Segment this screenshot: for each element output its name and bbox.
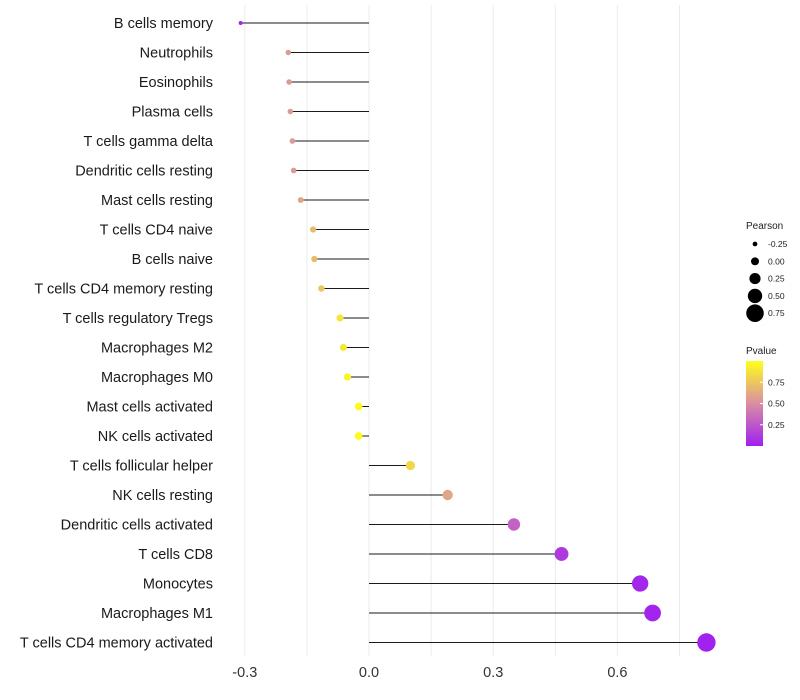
category-label: T cells gamma delta bbox=[84, 134, 214, 150]
size-legend-label: 0.00 bbox=[768, 256, 785, 266]
category-label: Mast cells resting bbox=[101, 193, 213, 209]
category-label: Macrophages M0 bbox=[101, 370, 213, 386]
x-tick-label: 0.0 bbox=[359, 665, 379, 681]
category-label: Plasma cells bbox=[132, 105, 213, 121]
data-point bbox=[554, 547, 569, 561]
dots bbox=[238, 21, 716, 652]
data-point bbox=[286, 79, 292, 85]
size-legend: Pearson -0.25 0.00 0.25 0.50 0.75 bbox=[746, 221, 788, 322]
size-legend-key bbox=[747, 288, 763, 304]
color-legend-label: 0.25 bbox=[768, 420, 785, 430]
data-point bbox=[354, 402, 363, 411]
category-label: T cells CD4 memory activated bbox=[20, 636, 213, 652]
size-legend-label: 0.25 bbox=[768, 274, 785, 284]
color-bar bbox=[746, 361, 763, 446]
x-axis-ticks: -0.3 0.0 0.3 0.6 bbox=[232, 665, 627, 681]
category-label: T cells CD8 bbox=[138, 547, 213, 563]
data-point bbox=[309, 226, 317, 233]
data-point bbox=[238, 21, 243, 25]
data-point bbox=[697, 633, 716, 652]
data-point bbox=[442, 489, 453, 501]
data-point bbox=[354, 432, 363, 440]
x-tick-label: -0.3 bbox=[232, 665, 257, 681]
category-label: Mast cells activated bbox=[86, 400, 213, 416]
data-point bbox=[297, 197, 304, 203]
category-labels: B cells memory Neutrophils Eosinophils Plas… bbox=[20, 16, 214, 652]
color-legend-title: Pvalue bbox=[746, 346, 777, 357]
data-point bbox=[507, 518, 521, 531]
size-legend-key bbox=[752, 241, 758, 247]
category-label: T cells CD4 naive bbox=[100, 223, 213, 239]
size-legend-label: -0.25 bbox=[768, 239, 788, 249]
category-label: NK cells resting bbox=[112, 488, 213, 504]
size-legend-key bbox=[746, 304, 764, 322]
size-legend-key bbox=[749, 273, 761, 285]
x-tick-label: 0.3 bbox=[483, 665, 503, 681]
color-legend: Pvalue 0.75 0.50 0.25 bbox=[746, 346, 785, 446]
data-point bbox=[290, 167, 297, 174]
category-label: T cells CD4 memory resting bbox=[34, 282, 213, 298]
x-tick-label: 0.6 bbox=[607, 665, 627, 681]
size-legend-key bbox=[751, 257, 759, 266]
data-point bbox=[336, 314, 344, 322]
category-label: B cells naive bbox=[132, 252, 213, 268]
size-legend-title: Pearson bbox=[746, 221, 783, 232]
category-label: Dendritic cells activated bbox=[61, 518, 213, 534]
data-point bbox=[644, 604, 661, 622]
category-label: NK cells activated bbox=[98, 429, 213, 445]
size-legend-label: 0.50 bbox=[768, 291, 785, 301]
category-label: Monocytes bbox=[143, 577, 213, 593]
category-label: T cells regulatory Tregs bbox=[63, 311, 213, 327]
category-label: Macrophages M2 bbox=[101, 341, 213, 357]
data-point bbox=[285, 49, 292, 56]
data-point bbox=[343, 373, 352, 381]
category-label: B cells memory bbox=[114, 16, 214, 32]
data-point bbox=[287, 108, 294, 115]
color-legend-label: 0.75 bbox=[768, 377, 785, 387]
color-legend-label: 0.50 bbox=[768, 399, 785, 409]
category-label: Dendritic cells resting bbox=[75, 164, 213, 180]
data-point bbox=[631, 575, 649, 592]
category-label: Macrophages M1 bbox=[101, 606, 213, 622]
data-point bbox=[311, 255, 318, 263]
category-label: T cells follicular helper bbox=[70, 459, 213, 475]
data-point bbox=[289, 138, 296, 144]
data-point bbox=[405, 460, 416, 471]
data-point bbox=[339, 343, 347, 352]
stems bbox=[240, 22, 707, 643]
category-label: Eosinophils bbox=[139, 75, 213, 91]
grid-lines bbox=[244, 5, 680, 656]
data-point bbox=[318, 285, 325, 292]
size-legend-label: 0.75 bbox=[768, 308, 785, 318]
category-label: Neutrophils bbox=[140, 46, 213, 62]
